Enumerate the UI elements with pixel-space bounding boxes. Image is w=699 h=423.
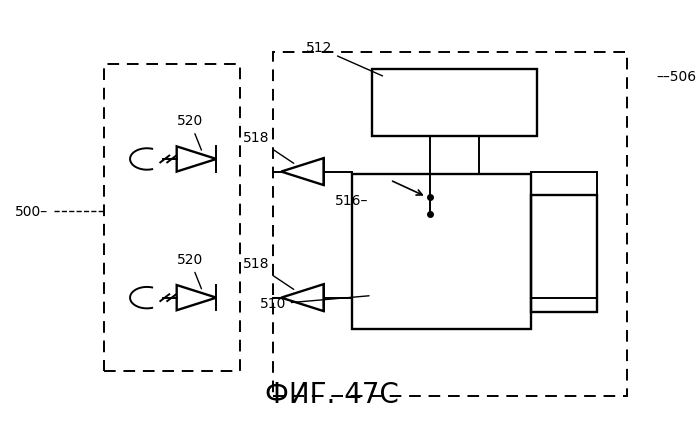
Bar bbox=[372, 69, 538, 136]
Bar bbox=[273, 52, 626, 396]
Bar bbox=[531, 195, 597, 312]
Bar bbox=[352, 174, 531, 329]
Text: 520: 520 bbox=[177, 253, 203, 289]
Text: 518: 518 bbox=[243, 257, 294, 289]
Text: 510: 510 bbox=[259, 296, 369, 311]
Text: 512: 512 bbox=[305, 41, 382, 76]
Text: ФИГ. 47C: ФИГ. 47C bbox=[265, 381, 399, 409]
Text: 520: 520 bbox=[177, 114, 203, 150]
Text: 516–: 516– bbox=[335, 194, 368, 208]
Bar bbox=[104, 64, 240, 371]
Text: ––506: ––506 bbox=[656, 70, 696, 84]
Text: 518: 518 bbox=[243, 131, 294, 163]
Text: 500–: 500– bbox=[15, 204, 48, 219]
